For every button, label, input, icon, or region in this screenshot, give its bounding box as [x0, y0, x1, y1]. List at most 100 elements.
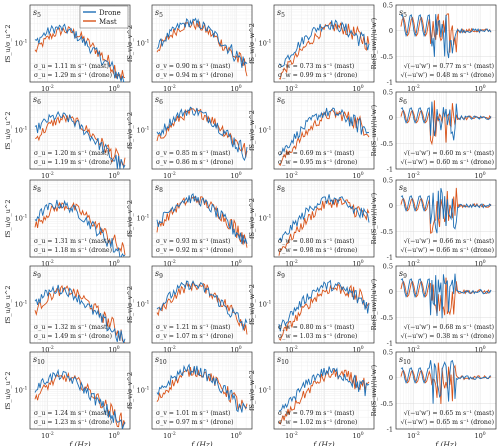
sigma-annotation: σ_w = 0.73 m s⁻¹ (mast) — [278, 63, 354, 70]
x-tick-label: 100 — [475, 171, 486, 180]
panel-frame — [273, 179, 375, 258]
sigma-annotation: √(−u'w') = 0.48 m s⁻¹ (drone) — [401, 72, 494, 79]
panel-frame — [151, 265, 253, 344]
legend-label-mast: Mast — [99, 18, 117, 26]
x-tick-label: 100 — [353, 171, 364, 180]
y-axis-label: fS_u/σ_u^2 — [4, 25, 12, 63]
x-tick-label: 10-2 — [41, 431, 54, 440]
sigma-annotation: σ_v = 0.94 m s⁻¹ (drone) — [156, 72, 234, 79]
sigma-annotation: σ_u = 1.11 m s⁻¹ (mast) — [34, 63, 109, 70]
y-axis-label: fS_u/σ_u^2 — [4, 286, 12, 324]
x-tick-label: 100 — [475, 345, 486, 354]
y-tick-label: 10-1 — [259, 300, 272, 309]
sigma-annotation: √(−u'w') = 0.66 m s⁻¹ (mast) — [404, 238, 494, 245]
x-tick-label: 100 — [475, 259, 486, 268]
y-tick-label: 10-1 — [137, 126, 150, 135]
x-tick-label: 10-2 — [285, 84, 298, 93]
mast-line — [278, 368, 370, 425]
x-tick-label: 10-2 — [407, 171, 420, 180]
x-tick-label: 10-2 — [41, 84, 54, 93]
panel-label: s8 — [33, 183, 41, 194]
x-tick-label: 100 — [109, 171, 120, 180]
y-tick-label: 0 — [389, 202, 393, 210]
sigma-annotation: σ_v = 1.07 m s⁻¹ (drone) — [156, 333, 234, 340]
x-tick-label: 100 — [475, 84, 486, 93]
sigma-annotation: σ_v = 0.86 m s⁻¹ (drone) — [156, 159, 234, 166]
panel-frame — [273, 265, 375, 344]
y-tick-label: 10-1 — [15, 39, 28, 48]
y-tick-label: 0.5 — [383, 177, 393, 185]
sigma-annotation: σ_w = 0.69 m s⁻¹ (mast) — [278, 150, 354, 157]
panel-label: s9 — [399, 269, 407, 280]
y-tick-label: 0.5 — [383, 349, 393, 357]
panel-frame — [395, 265, 497, 344]
sigma-annotation: σ_w = 0.99 m s⁻¹ (drone) — [278, 72, 357, 79]
panel-label: s10 — [399, 355, 411, 366]
sigma-annotation: σ_w = 0.79 m s⁻¹ (mast) — [278, 410, 354, 417]
y-axis-label: fS_u/σ_u^2 — [4, 200, 12, 238]
legend-label-drone: Drone — [99, 9, 121, 17]
y-axis-label: fS_w/σ_w^2 — [248, 110, 256, 151]
x-tick-label: 100 — [109, 345, 120, 354]
panel-r3-c2: s8 σ_v = 0.93 m s⁻¹ (mast) σ_v = 0.92 m s⁻… — [126, 179, 253, 268]
sigma-annotation: σ_w = 0.98 m s⁻¹ (drone) — [278, 247, 357, 254]
drone-line — [400, 273, 492, 319]
panel-r4-c2: s9 σ_v = 1.21 m s⁻¹ (mast) σ_v = 1.07 m s⁻… — [126, 265, 253, 354]
drone-line — [278, 19, 370, 68]
panel-r1-c3: s5 σ_w = 0.73 m s⁻¹ (mast) σ_w = 0.99 m s⁻… — [248, 4, 375, 93]
panel-r1-c1: s5 σ_u = 1.11 m s⁻¹ (mast) σ_u = 1.29 m s⁻… — [4, 4, 131, 93]
x-tick-label: 10-2 — [285, 171, 298, 180]
mast-line — [278, 21, 370, 80]
y-tick-label: 10-1 — [259, 214, 272, 223]
y-tick-label: -0.5 — [380, 400, 393, 408]
y-axis-label: fS_u/σ_u^2 — [4, 112, 12, 150]
y-tick-label: 10-1 — [15, 126, 28, 135]
panel-label: s5 — [155, 8, 163, 19]
sigma-annotation: σ_w = 0.80 m s⁻¹ (mast) — [278, 324, 354, 331]
x-tick-label: 10-2 — [407, 345, 420, 354]
x-tick-label: 10-2 — [41, 171, 54, 180]
sigma-annotation: σ_v = 1.01 m s⁻¹ (mast) — [156, 410, 230, 417]
x-tick-label: 100 — [231, 171, 242, 180]
panel-label: s6 — [155, 95, 163, 106]
x-axis-label: f (Hz) — [190, 440, 213, 446]
x-tick-label: 100 — [231, 345, 242, 354]
x-tick-label: 10-2 — [285, 345, 298, 354]
sigma-annotation: σ_w = 1.02 m s⁻¹ (drone) — [278, 419, 357, 426]
y-tick-label: -1 — [387, 254, 393, 262]
x-axis-label: f (Hz) — [312, 440, 335, 446]
y-axis-label: fS_v/σ_v^2 — [126, 25, 134, 62]
y-axis-label: fS_w/σ_w^2 — [248, 23, 256, 64]
x-tick-label: 10-2 — [285, 259, 298, 268]
panel-r2-c1: s6 σ_u = 1.20 m s⁻¹ (mast) σ_u = 1.19 m s⁻… — [4, 91, 131, 180]
sigma-annotation: √(−u'w') = 0.60 m s⁻¹ (drone) — [401, 159, 494, 166]
panel-frame — [395, 351, 497, 430]
y-tick-label: 0 — [389, 374, 393, 382]
panel-r4-c3: s9 σ_w = 0.80 m s⁻¹ (mast) σ_w = 1.03 m s⁻… — [248, 265, 375, 354]
y-tick-label: 0 — [389, 288, 393, 296]
y-tick-label: 10-1 — [15, 300, 28, 309]
y-axis-label: fS_w/σ_w^2 — [248, 284, 256, 325]
panel-frame — [29, 351, 131, 430]
sigma-annotation: √(−u'w') = 0.60 m s⁻¹ (mast) — [404, 150, 494, 157]
y-axis-label: fS_w/σ_w^2 — [248, 198, 256, 239]
y-axis-label: Re(S_uw)/⟨u'w'⟩ — [370, 279, 378, 331]
x-axis-label: f (Hz) — [434, 440, 457, 446]
sigma-annotation: σ_w = 0.80 m s⁻¹ (mast) — [278, 238, 354, 245]
x-tick-label: 10-2 — [41, 259, 54, 268]
x-tick-label: 10-2 — [285, 431, 298, 440]
sigma-annotation: σ_w = 1.03 m s⁻¹ (drone) — [278, 333, 357, 340]
x-tick-label: 100 — [109, 259, 120, 268]
x-tick-label: 10-2 — [407, 84, 420, 93]
sigma-annotation: σ_w = 0.95 m s⁻¹ (drone) — [278, 159, 357, 166]
sigma-annotation: √(−u'w') = 0.77 m s⁻¹ (mast) — [404, 63, 494, 70]
sigma-annotation: σ_u = 1.49 m s⁻¹ (drone) — [34, 333, 112, 340]
mast-line — [156, 280, 248, 335]
panel-label: s10 — [155, 355, 167, 366]
panel-frame — [151, 4, 253, 83]
x-tick-label: 100 — [353, 84, 364, 93]
panel-frame — [273, 4, 375, 83]
sigma-annotation: σ_v = 0.90 m s⁻¹ (mast) — [156, 63, 230, 70]
y-tick-label: -0.5 — [380, 140, 393, 148]
